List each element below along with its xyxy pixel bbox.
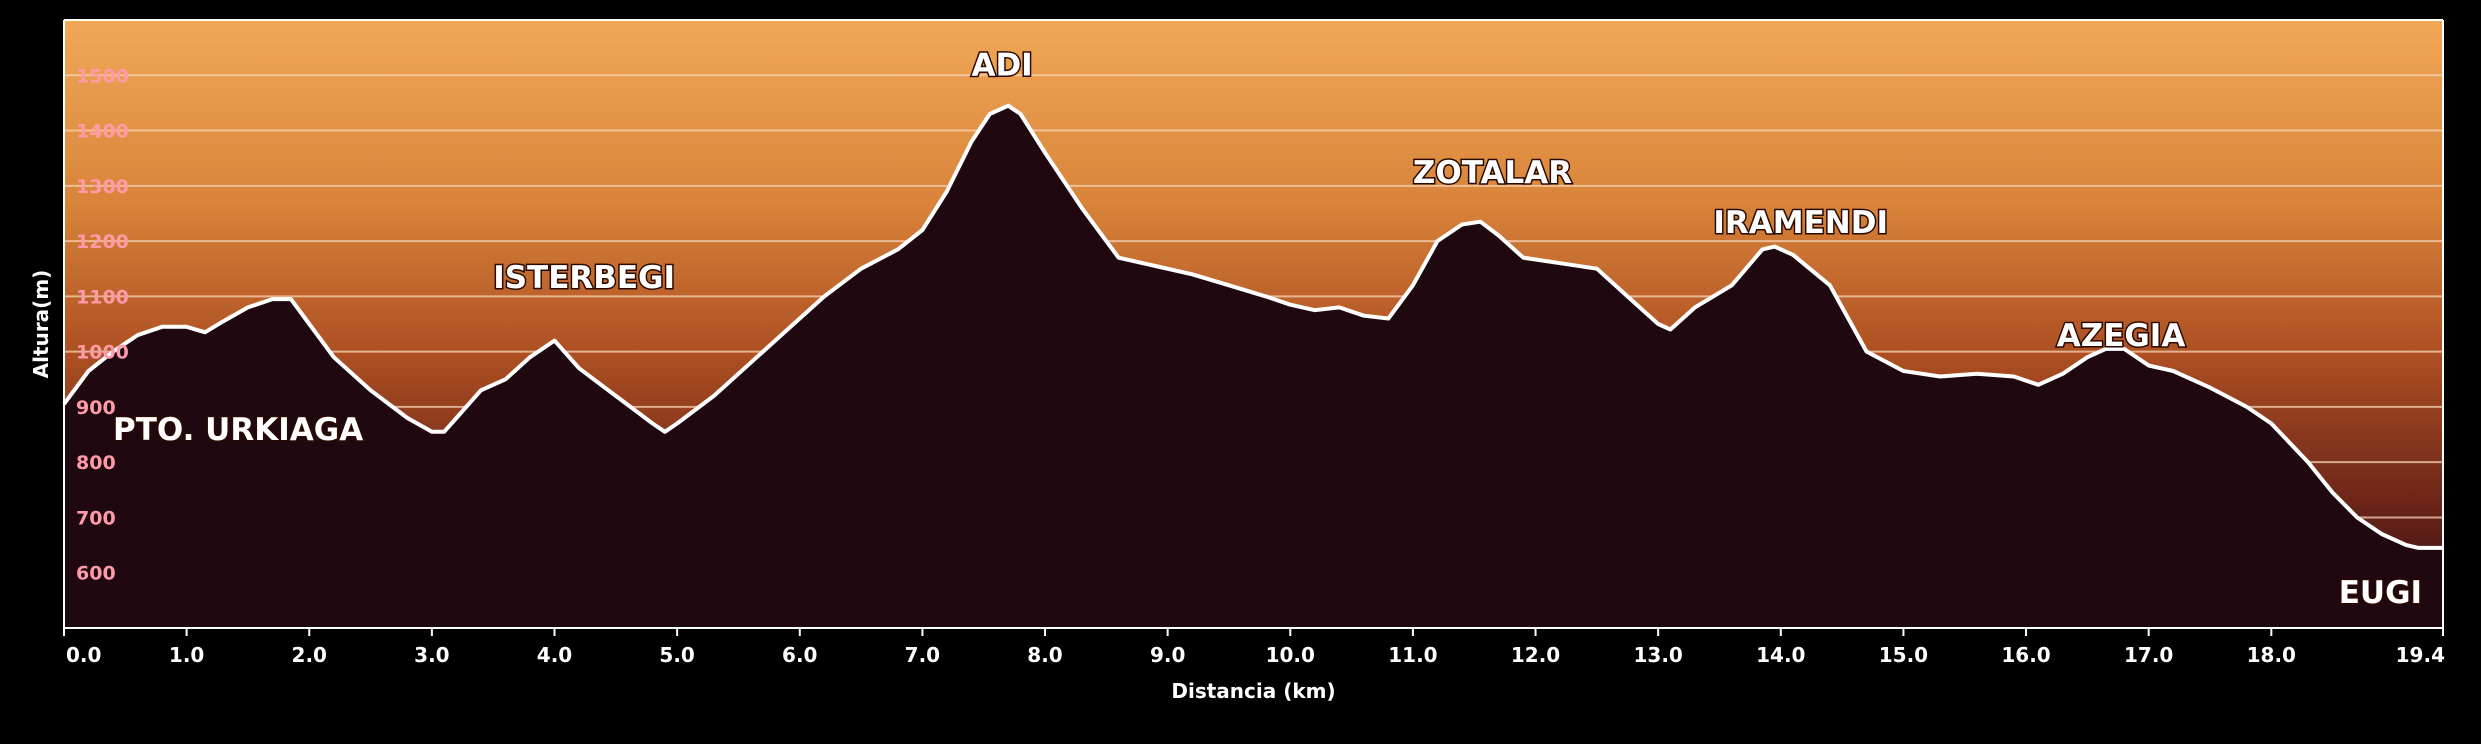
x-tick-label: 17.0 — [2124, 643, 2173, 667]
x-tick-label: 3.0 — [414, 643, 449, 667]
y-tick-label: 600 — [76, 563, 116, 585]
y-tick-label: 800 — [76, 452, 116, 474]
y-tick-label: 1200 — [76, 231, 129, 253]
x-tick-label: 15.0 — [1879, 643, 1928, 667]
y-tick-label: 1300 — [76, 176, 129, 198]
x-tick-label: 0.0 — [66, 643, 101, 667]
x-tick-label: 2.0 — [292, 643, 327, 667]
y-tick-label: 1500 — [76, 65, 129, 87]
y-tick-label: 1400 — [76, 121, 129, 143]
x-tick-label: 9.0 — [1150, 643, 1185, 667]
y-tick-labels: 600 700 800 900 1000 1100 1200 1300 1400 1500 — [76, 65, 129, 584]
y-tick-label: 1100 — [76, 286, 129, 308]
axes — [63, 19, 2444, 629]
peak-label: AZEGIA — [2057, 318, 2186, 354]
x-tick-label: 7.0 — [905, 643, 940, 667]
x-tick-label: 18.0 — [2247, 643, 2296, 667]
x-tick-label: 14.0 — [1756, 643, 1805, 667]
x-tick-label: 16.0 — [2001, 643, 2050, 667]
y-axis-label: Altura(m) — [29, 270, 53, 379]
x-tick-label: 13.0 — [1633, 643, 1682, 667]
peak-label: ISTERBEGI — [493, 260, 675, 296]
peak-label: PTO. URKIAGA — [113, 412, 363, 448]
y-tick-label: 900 — [76, 397, 116, 419]
x-tick-label: 6.0 — [782, 643, 817, 667]
y-tick-label: 1000 — [76, 342, 129, 364]
peak-label: EUGI — [2339, 575, 2422, 611]
x-tick-label: 11.0 — [1388, 643, 1437, 667]
terrain-area — [64, 105, 2443, 628]
y-tick-label: 700 — [76, 507, 116, 529]
x-tick-label: 5.0 — [659, 643, 694, 667]
elevation-line — [62, 103, 2443, 550]
peak-labels: PTO. URKIAGA ISTERBEGI ADI ZOTALAR IRAMENDI A… — [112, 46, 2424, 613]
x-tick-label: 12.0 — [1511, 643, 1560, 667]
x-axis-label: Distancia (km) — [1171, 679, 1335, 703]
peak-label: IRAMENDI — [1713, 205, 1888, 241]
x-tick-label: 10.0 — [1266, 643, 1315, 667]
peak-label: ADI — [971, 47, 1032, 83]
x-tick-label: 8.0 — [1027, 643, 1062, 667]
x-tick-label: 19.4 — [2396, 643, 2445, 667]
peak-label: ZOTALAR — [1413, 155, 1572, 191]
x-tick-label: 4.0 — [537, 643, 572, 667]
x-tick-labels: 0.0 1.0 2.0 3.0 4.0 5.0 6.0 7.0 8.0 9.0 10.0 11.0 12… — [63, 628, 2445, 667]
x-tick-label: 1.0 — [169, 643, 204, 667]
